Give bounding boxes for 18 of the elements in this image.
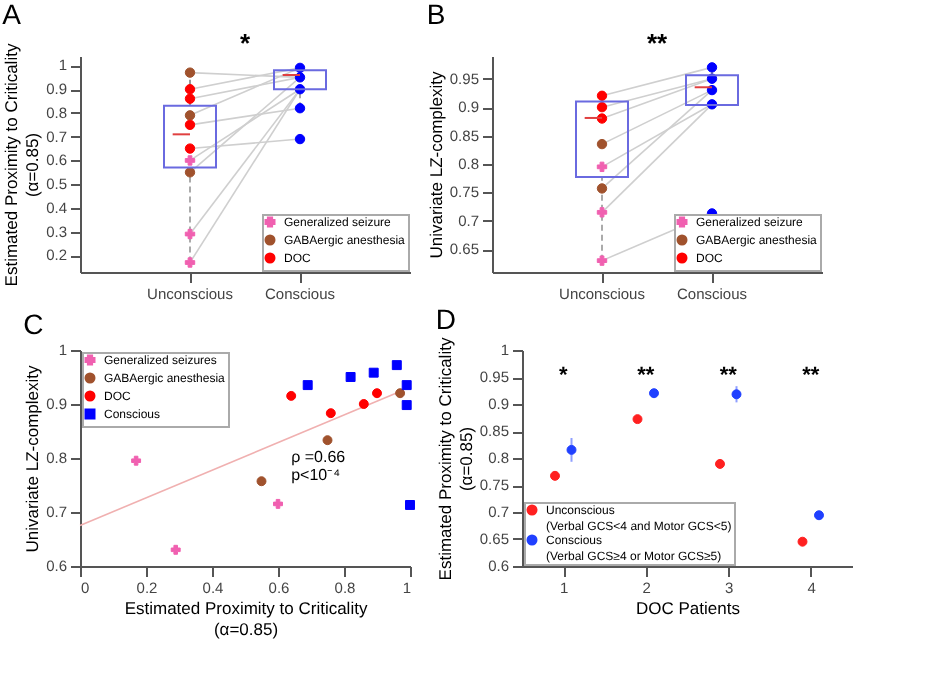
annotation: * bbox=[239, 28, 252, 58]
y-axis-title: Univariate LZ-complexity bbox=[22, 363, 43, 553]
annotation: * bbox=[558, 363, 569, 388]
chart-title: D bbox=[435, 302, 457, 335]
chart-title: C bbox=[23, 308, 44, 340]
annotation: ** bbox=[646, 28, 669, 58]
y-axis-title: Estimated Proximity to Criticality (α=0.85) bbox=[434, 336, 476, 581]
annotation: ** bbox=[719, 363, 739, 388]
chart-title: B bbox=[426, 0, 446, 30]
annotation: ** bbox=[802, 363, 821, 388]
annotation: ** bbox=[637, 363, 656, 388]
y-axis-title: Univariate LZ-complexity bbox=[425, 69, 446, 259]
x-axis-title: Estimated Proximity to Criticality (α=0.85) bbox=[124, 598, 369, 639]
annotation: ρ =0.66 bbox=[291, 448, 347, 466]
annotation: p<10⁻⁴ bbox=[291, 466, 342, 484]
chart-title: A bbox=[2, 0, 23, 30]
x-axis-title: DOC Patients bbox=[636, 598, 740, 618]
y-axis-title: Estimated Proximity to Criticality (α=0.85) bbox=[1, 42, 43, 287]
